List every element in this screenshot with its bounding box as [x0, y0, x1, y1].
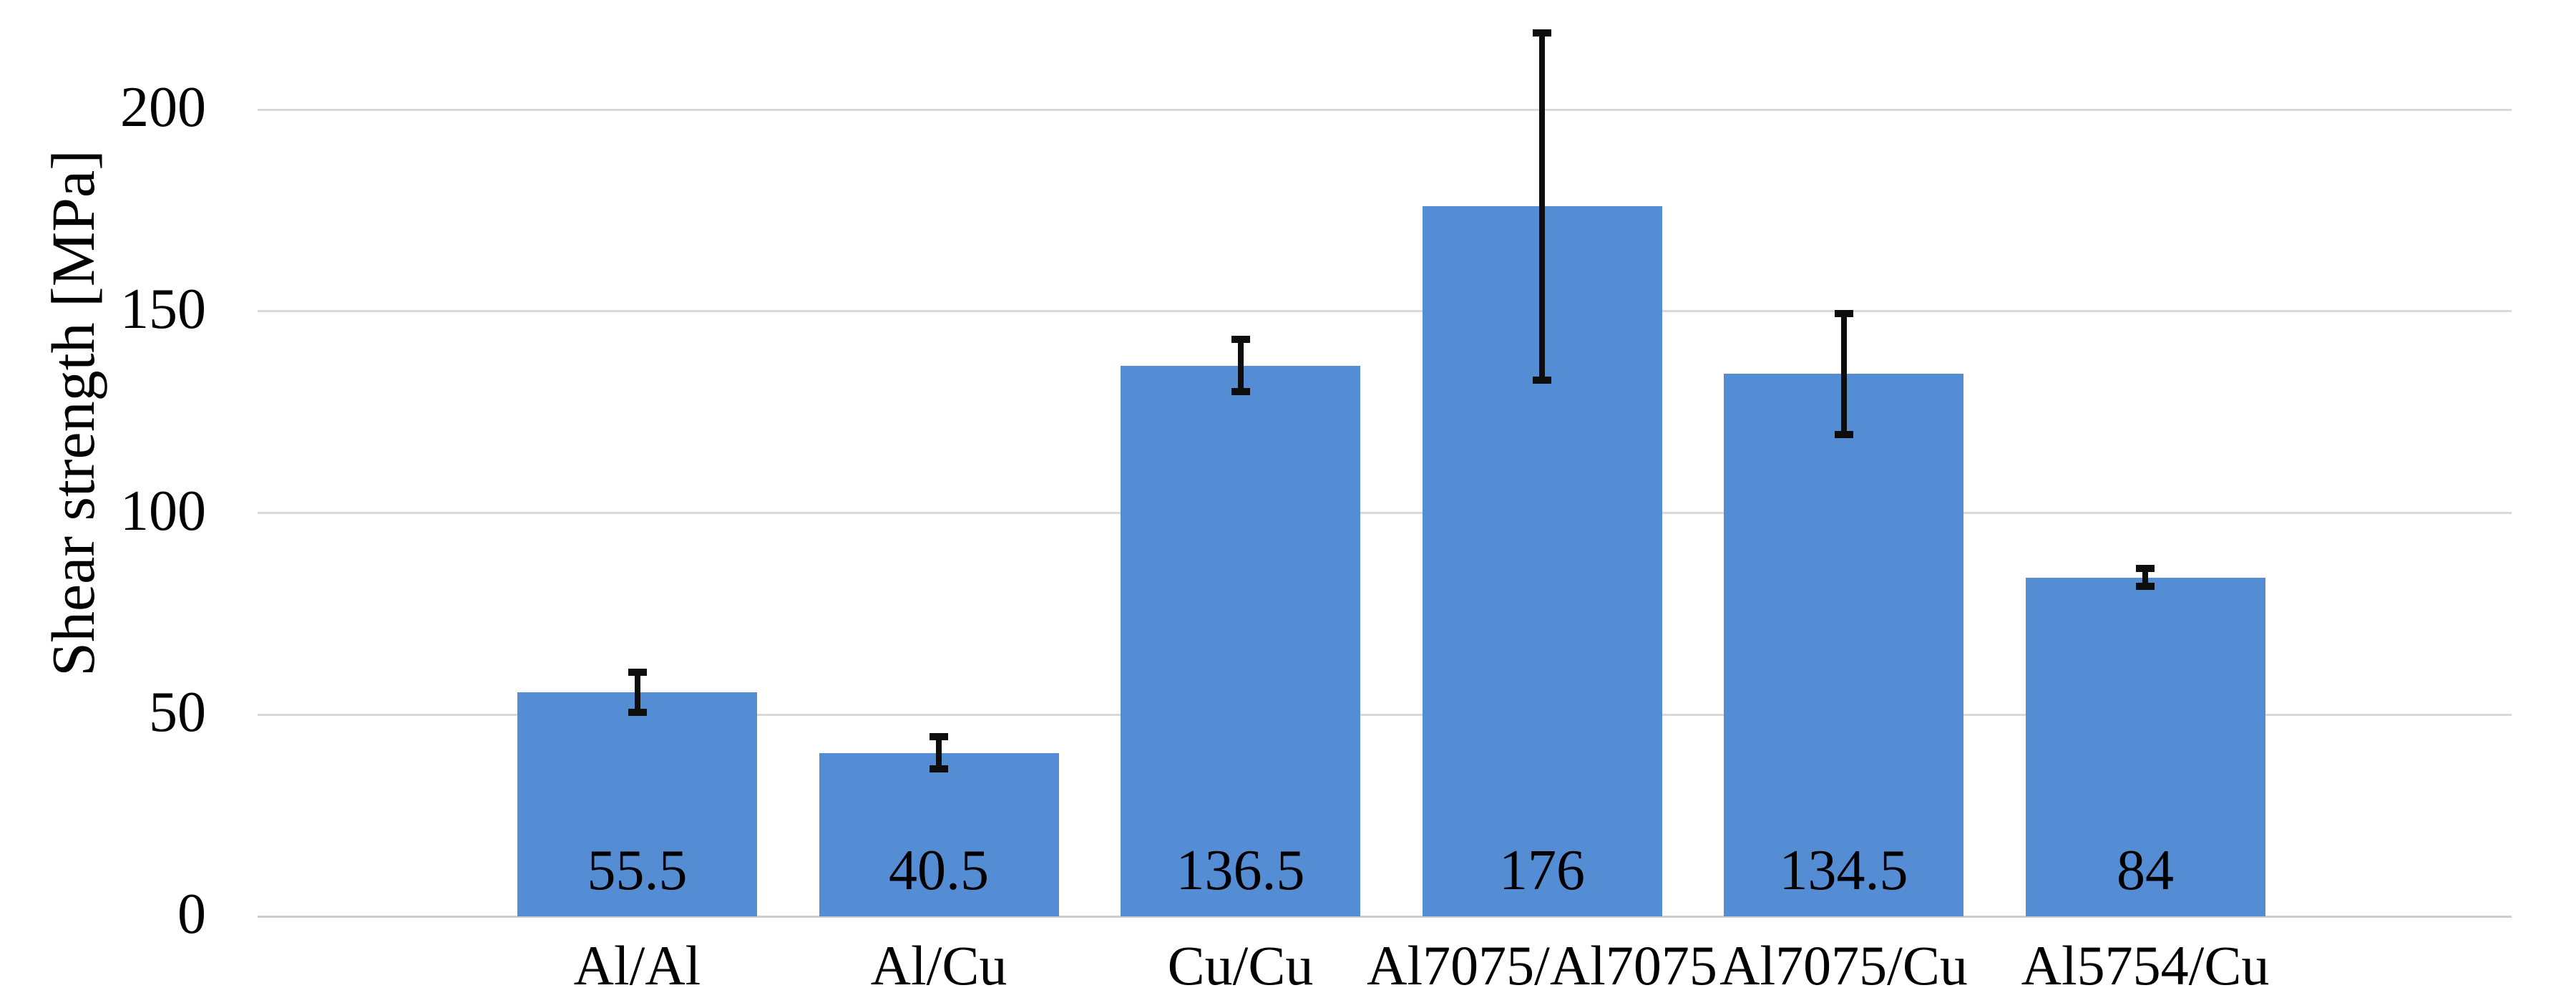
error-bar-bottom-cap — [930, 765, 948, 773]
y-axis-title: Shear strength [MPa] — [39, 150, 107, 677]
error-bar-bottom-cap — [1533, 376, 1551, 384]
error-bar-top-cap — [930, 733, 948, 741]
bar-value-label: 55.5 — [587, 839, 688, 902]
x-category-label: Al5754/Cu — [2021, 934, 2270, 997]
bar-value-label: 84 — [2117, 839, 2174, 902]
error-bar-bottom-cap — [1231, 388, 1250, 396]
gridline — [258, 512, 2512, 514]
error-bar — [1539, 32, 1545, 380]
error-bar-top-cap — [628, 669, 647, 677]
bar-value-label: 176 — [1499, 839, 1585, 902]
x-category-label: Al/Al — [573, 934, 701, 997]
bar-value-label: 136.5 — [1176, 839, 1305, 902]
error-bar — [1237, 339, 1244, 392]
y-tick-label: 200 — [120, 75, 206, 139]
gridline — [258, 310, 2512, 313]
gridline — [258, 713, 2512, 716]
x-category-label: Al7075/Cu — [1719, 934, 1968, 997]
y-tick-label: 150 — [120, 277, 206, 341]
error-bar — [2142, 568, 2148, 587]
error-bar-top-cap — [1231, 336, 1250, 344]
bar — [2025, 577, 2265, 916]
bar — [1121, 365, 1360, 916]
error-bar — [936, 737, 942, 770]
x-axis-line — [258, 915, 2512, 918]
bar — [517, 692, 757, 916]
bar — [819, 752, 1059, 916]
error-bar-bottom-cap — [628, 709, 647, 717]
x-category-label: Al/Cu — [870, 934, 1008, 997]
y-tick-label: 0 — [177, 882, 206, 946]
error-bar — [1840, 313, 1847, 435]
error-bar-top-cap — [2136, 565, 2155, 573]
error-bar-bottom-cap — [1834, 430, 1853, 438]
x-category-label: Al7075/Al7075 — [1367, 934, 1717, 997]
error-bar-bottom-cap — [2136, 583, 2155, 591]
error-bar — [634, 672, 640, 713]
bar — [1724, 374, 1963, 916]
x-category-label: Cu/Cu — [1167, 934, 1314, 997]
error-bar-top-cap — [1533, 29, 1551, 37]
bar-value-label: 134.5 — [1779, 839, 1908, 902]
bar-value-label: 40.5 — [889, 839, 989, 902]
y-tick-label: 50 — [149, 681, 206, 745]
gridline — [258, 108, 2512, 111]
y-tick-label: 100 — [120, 479, 206, 543]
error-bar-top-cap — [1834, 309, 1853, 317]
